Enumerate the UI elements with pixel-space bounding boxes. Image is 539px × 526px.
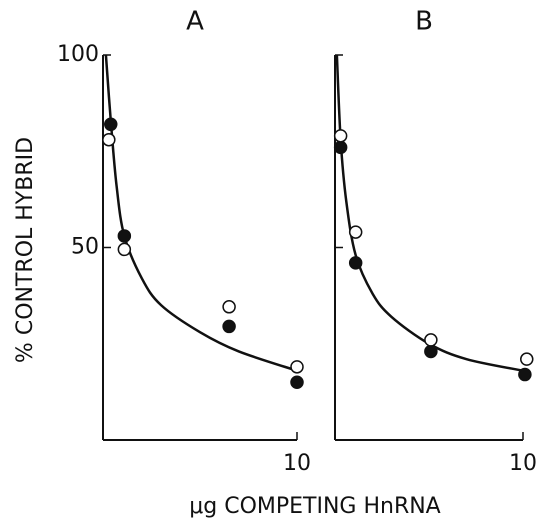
open-point bbox=[348, 225, 363, 239]
y-tick-label: 50 bbox=[71, 235, 99, 260]
filled-point bbox=[348, 256, 363, 270]
open-point bbox=[117, 242, 132, 257]
filled-point bbox=[222, 319, 236, 334]
fit-curve bbox=[104, 54, 298, 372]
x-tick-label: 10 bbox=[283, 451, 311, 476]
filled-point bbox=[333, 140, 348, 155]
open-point bbox=[290, 360, 304, 374]
open-point bbox=[520, 352, 534, 366]
x-tick-label: 10 bbox=[509, 451, 537, 476]
filled-point bbox=[518, 367, 532, 382]
panel-title: B bbox=[415, 7, 433, 37]
open-point bbox=[102, 132, 116, 147]
fit-curve bbox=[335, 54, 524, 372]
panel-title: A bbox=[186, 7, 204, 37]
y-axis-label: % CONTROL HYBRID bbox=[13, 137, 38, 363]
filled-point bbox=[104, 117, 118, 132]
filled-point bbox=[117, 229, 132, 243]
filled-point bbox=[290, 375, 304, 389]
open-point bbox=[424, 333, 438, 347]
x-axis-label: μg COMPETING HnRNA bbox=[189, 494, 441, 519]
filled-point bbox=[424, 344, 438, 359]
open-point bbox=[222, 300, 236, 314]
y-tick-label: 100 bbox=[57, 42, 99, 67]
open-point bbox=[333, 129, 348, 143]
